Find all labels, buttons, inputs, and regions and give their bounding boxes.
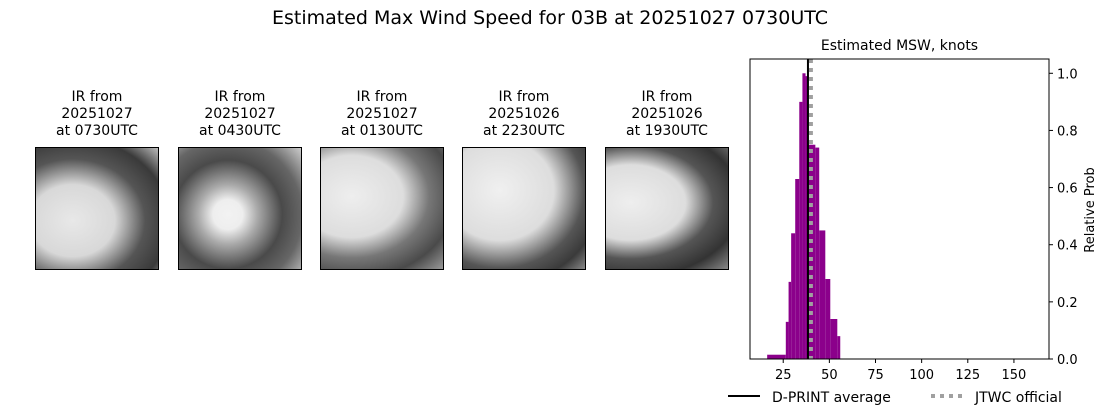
ir-panel-title-line: IR from — [71, 89, 123, 105]
ir-panel-title-line: IR from — [498, 89, 550, 105]
y-tick-label: 1.0 — [1057, 67, 1078, 82]
x-tick-label: 25 — [775, 368, 792, 383]
histogram-bar — [788, 281, 792, 359]
ir-panel-title-line: at 0730UTC — [56, 123, 138, 139]
ir-panel-title-line: IR from — [356, 89, 408, 105]
y-tick-label: 0.4 — [1057, 239, 1078, 254]
x-tick-label: 150 — [1002, 368, 1027, 383]
chart-title: Estimated MSW, knots — [821, 38, 978, 54]
x-tick-label: 75 — [867, 368, 884, 383]
ir-panel-title-line: 20251027 — [61, 106, 133, 122]
y-tick-label: 0.8 — [1057, 124, 1078, 139]
ir-panel-title-line: 20251027 — [204, 106, 276, 122]
histogram-bar — [795, 179, 800, 359]
ir-panel-title-line: 20251026 — [488, 106, 560, 122]
histogram-bar — [805, 76, 808, 360]
ir-satellite-image — [178, 147, 302, 270]
axes-frame — [749, 58, 1050, 360]
ir-panel-title-line: at 0130UTC — [341, 123, 423, 139]
figure-title: Estimated Max Wind Speed for 03B at 2025… — [271, 7, 829, 29]
histogram-bar — [830, 319, 838, 359]
ir-panel-title-line: at 2230UTC — [483, 123, 565, 139]
ir-panel-title-line: at 0430UTC — [199, 123, 281, 139]
x-tick-label: 50 — [821, 368, 838, 383]
histogram-bar — [837, 336, 841, 359]
ir-panel-title-line: at 1930UTC — [626, 123, 708, 139]
x-tick-label: 100 — [909, 368, 934, 383]
histogram-bar — [819, 230, 826, 359]
legend-dprint-label: D-PRINT average — [772, 390, 891, 406]
histogram-bar — [785, 321, 789, 359]
histogram-bar — [815, 147, 820, 359]
legend-jtwc-label: JTWC official — [974, 390, 1062, 406]
ir-panel-title-line: 20251027 — [346, 106, 418, 122]
x-tick-label: 125 — [955, 368, 980, 383]
ir-panel-title-line: 20251026 — [631, 106, 703, 122]
ir-panel-title-line: IR from — [214, 89, 266, 105]
y-tick-label: 0.0 — [1057, 353, 1078, 368]
histogram-bar — [767, 354, 786, 359]
histogram-bar — [825, 279, 831, 359]
ir-satellite-image — [605, 147, 729, 270]
y-tick-label: 0.6 — [1057, 182, 1078, 197]
y-tick-label: 0.2 — [1057, 296, 1078, 311]
ir-satellite-image — [320, 147, 444, 270]
ir-panel-title: IR from 20251027 at 0130UTC — [302, 89, 462, 140]
histogram-bar — [802, 73, 806, 360]
y-axis-label: Relative Prob — [1083, 167, 1098, 252]
ir-satellite-image — [35, 147, 159, 270]
ir-panel-title: IR from 20251027 at 0730UTC — [17, 89, 177, 140]
ir-panel-title-line: IR from — [641, 89, 693, 105]
ir-satellite-image — [462, 147, 586, 270]
histogram-bar — [799, 101, 803, 359]
ir-panel-title: IR from 20251027 at 0430UTC — [160, 89, 320, 140]
ir-panel-title: IR from 20251026 at 1930UTC — [587, 89, 747, 140]
histogram-bar — [791, 233, 796, 359]
ir-panel-title: IR from 20251026 at 2230UTC — [444, 89, 604, 140]
